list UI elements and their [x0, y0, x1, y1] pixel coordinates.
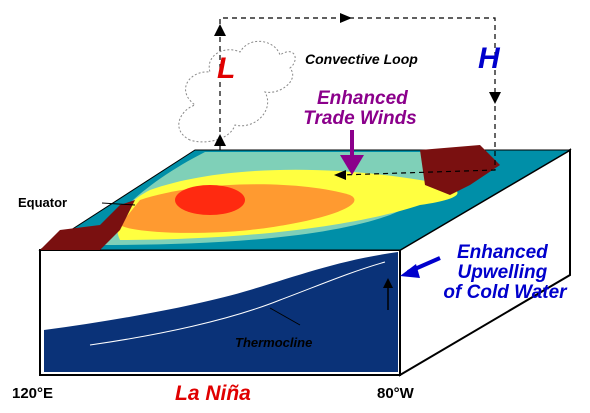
- west-longitude: 120°E: [12, 385, 53, 402]
- thermocline-pointer: [269, 307, 301, 326]
- trade-winds-label: Enhanced Trade Winds: [303, 88, 417, 129]
- loop-label: Convective Loop: [305, 51, 418, 67]
- arrow-up: [214, 24, 226, 36]
- upwelling-line: of Cold Water: [443, 282, 568, 303]
- trade-winds-line: Trade Winds: [303, 108, 417, 129]
- land-east: [420, 145, 500, 195]
- upwelling-flow-head: [383, 278, 393, 288]
- upwelling-line: Upwelling: [457, 262, 547, 283]
- convective-loop: [219, 17, 496, 176]
- arrow-rise: [214, 134, 226, 146]
- equator-label: Equator: [18, 195, 67, 210]
- upwelling-label: Enhanced Upwelling of Cold Water: [443, 242, 568, 303]
- warm-core: [175, 185, 245, 215]
- upwelling-arrow-head: [400, 264, 420, 278]
- trade-arrow-head: [340, 155, 364, 175]
- cloud: [178, 41, 296, 143]
- title: La Niña: [175, 382, 251, 405]
- equator-pointer: [101, 202, 136, 206]
- upwelling-line: Enhanced: [457, 242, 548, 263]
- high-pressure: H: [478, 42, 501, 75]
- thermocline-label: Thermocline: [235, 335, 312, 350]
- low-pressure: L: [217, 52, 235, 85]
- arrow-right: [340, 13, 352, 23]
- thermocline-line: [89, 261, 386, 346]
- east-longitude: 80°W: [377, 385, 415, 402]
- arrow-down: [489, 92, 501, 104]
- arrow-left: [334, 170, 346, 180]
- land-west: [40, 200, 135, 250]
- cold-water: [44, 252, 398, 372]
- trade-winds-line: Enhanced: [317, 88, 408, 109]
